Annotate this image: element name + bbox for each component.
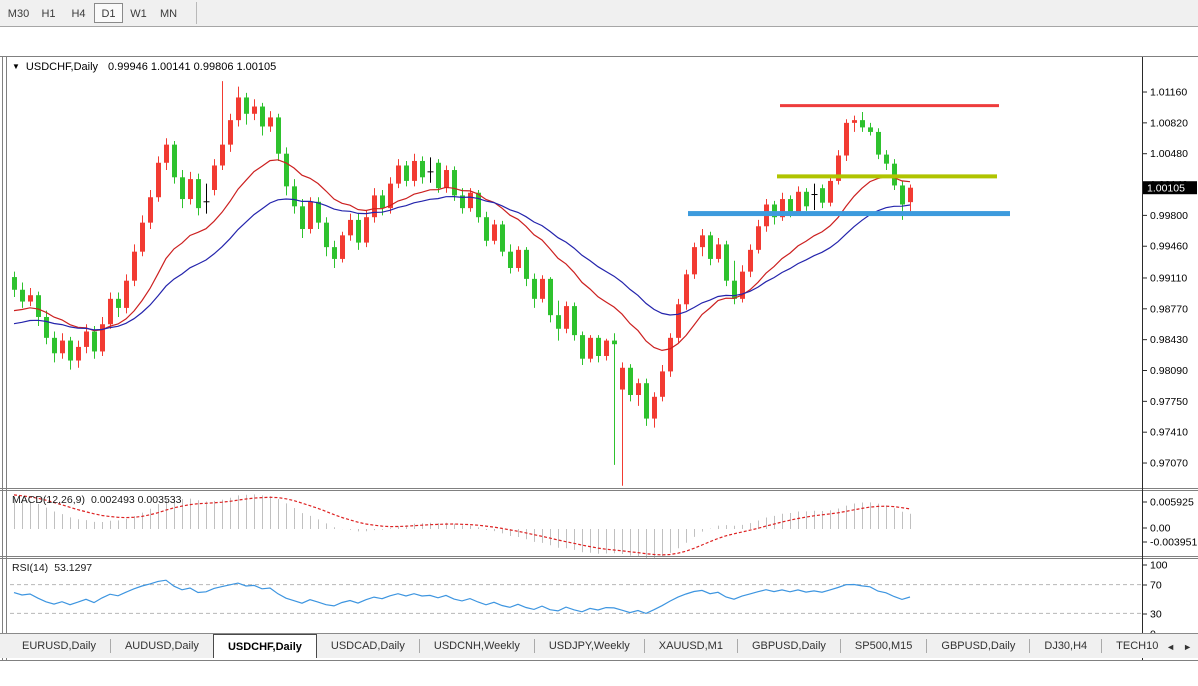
macd-indicator-label: MACD(12,26,9) 0.002493 0.003533 <box>12 494 187 506</box>
svg-text:-0.003951: -0.003951 <box>1150 537 1197 549</box>
symbol-tab-gbpusd-daily[interactable]: GBPUSD,Daily <box>941 640 1016 652</box>
chart-title: ▼ USDCHF,Daily 0.99946 1.00141 0.99806 1.0… <box>12 61 276 73</box>
tab-divider <box>418 639 420 653</box>
rsi-indicator-label: RSI(14) 53.1297 <box>12 562 98 574</box>
timeframe-button-mn[interactable]: MN <box>159 8 178 20</box>
symbol-tab-usdchf-daily[interactable]: USDCHF,Daily <box>212 634 317 658</box>
timeframe-buttons: M30 H1 H4 D1 W1 MN <box>4 3 184 23</box>
tab-divider <box>533 639 535 653</box>
chart-ohlc-values: 0.99946 1.00141 0.99806 1.00105 <box>108 61 277 73</box>
svg-text:1.01160: 1.01160 <box>1150 87 1187 99</box>
symbol-tab-xauusd-m1[interactable]: XAUUSD,M1 <box>658 640 723 652</box>
tab-divider <box>926 639 928 653</box>
chart-symbol-label: USDCHF,Daily <box>25 61 99 73</box>
tab-divider <box>1029 639 1031 653</box>
symbol-tab-sp500-m15[interactable]: SP500,M15 <box>854 640 913 652</box>
svg-text:0.99460: 0.99460 <box>1150 241 1188 253</box>
timeframe-button-h4[interactable]: H4 <box>71 8 86 20</box>
svg-text:1.00105: 1.00105 <box>1147 183 1185 195</box>
tab-scroll-right-icon[interactable]: ► <box>1183 641 1192 652</box>
symbol-tab-audusd-daily[interactable]: AUDUSD,Daily <box>124 640 199 652</box>
svg-text:0.98090: 0.98090 <box>1150 365 1188 377</box>
svg-text:0.99110: 0.99110 <box>1150 272 1187 284</box>
symbol-tab-usdjpy-weekly[interactable]: USDJPY,Weekly <box>548 640 630 652</box>
svg-text:100: 100 <box>1150 560 1168 572</box>
tab-divider <box>736 639 738 653</box>
svg-text:0.005925: 0.005925 <box>1150 497 1194 509</box>
rsi-name: RSI(14) <box>12 562 49 574</box>
symbol-tab-usdcnh-weekly[interactable]: USDCNH,Weekly <box>433 640 520 652</box>
macd-values: 0.002493 0.003533 <box>90 494 182 506</box>
tab-scroll-arrows: ◄ ► <box>1166 634 1192 659</box>
svg-text:30: 30 <box>1150 609 1162 621</box>
macd-name: MACD(12,26,9) <box>12 494 85 506</box>
timeframe-button-w1[interactable]: W1 <box>130 8 147 20</box>
symbol-tab-tech10[interactable]: TECH10 <box>1116 640 1159 652</box>
rsi-value: 53.1297 <box>54 562 93 574</box>
tab-scroll-left-icon[interactable]: ◄ <box>1166 641 1176 652</box>
toolbar-separator <box>196 2 197 24</box>
tab-divider <box>839 639 841 653</box>
tab-divider <box>109 639 111 653</box>
timeframe-button-m30[interactable]: M30 <box>7 8 30 20</box>
chart-window: ▼ USDCHF,Daily 0.99946 1.00141 0.99806 1.0… <box>0 28 1198 661</box>
timeframe-button-h1[interactable]: H1 <box>41 8 56 20</box>
svg-text:1.00480: 1.00480 <box>1150 148 1188 160</box>
svg-text:0.99800: 0.99800 <box>1150 210 1188 222</box>
chart-canvas[interactable]: 1.011601.008201.004801.001400.998000.994… <box>0 28 1198 686</box>
symbol-tab-gbpusd-daily[interactable]: GBPUSD,Daily <box>751 640 826 652</box>
svg-text:1.00820: 1.00820 <box>1150 117 1188 129</box>
symbol-tab-dj30-h4[interactable]: DJ30,H4 <box>1044 640 1088 652</box>
dropdown-arrow-icon[interactable]: ▼ <box>12 62 20 71</box>
timeframe-toolbar: M30 H1 H4 D1 W1 MN <box>0 0 1198 27</box>
tab-divider <box>643 639 645 653</box>
timeframe-button-d1[interactable]: D1 <box>94 3 123 23</box>
symbol-tab-bar: EURUSD,Daily AUDUSD,Daily USDCHF,Daily USDC… <box>0 633 1198 658</box>
svg-text:0.00: 0.00 <box>1150 523 1171 535</box>
svg-text:0.97410: 0.97410 <box>1150 427 1188 439</box>
symbol-tab-eurusd-daily[interactable]: EURUSD,Daily <box>22 640 96 652</box>
svg-text:0.98770: 0.98770 <box>1150 303 1188 315</box>
svg-text:0.97070: 0.97070 <box>1150 458 1188 470</box>
svg-text:70: 70 <box>1150 580 1162 592</box>
svg-text:0.97750: 0.97750 <box>1150 396 1188 408</box>
svg-text:0.98430: 0.98430 <box>1150 334 1188 346</box>
tab-divider <box>1101 639 1103 653</box>
symbol-tab-usdcad-daily[interactable]: USDCAD,Daily <box>330 640 405 652</box>
